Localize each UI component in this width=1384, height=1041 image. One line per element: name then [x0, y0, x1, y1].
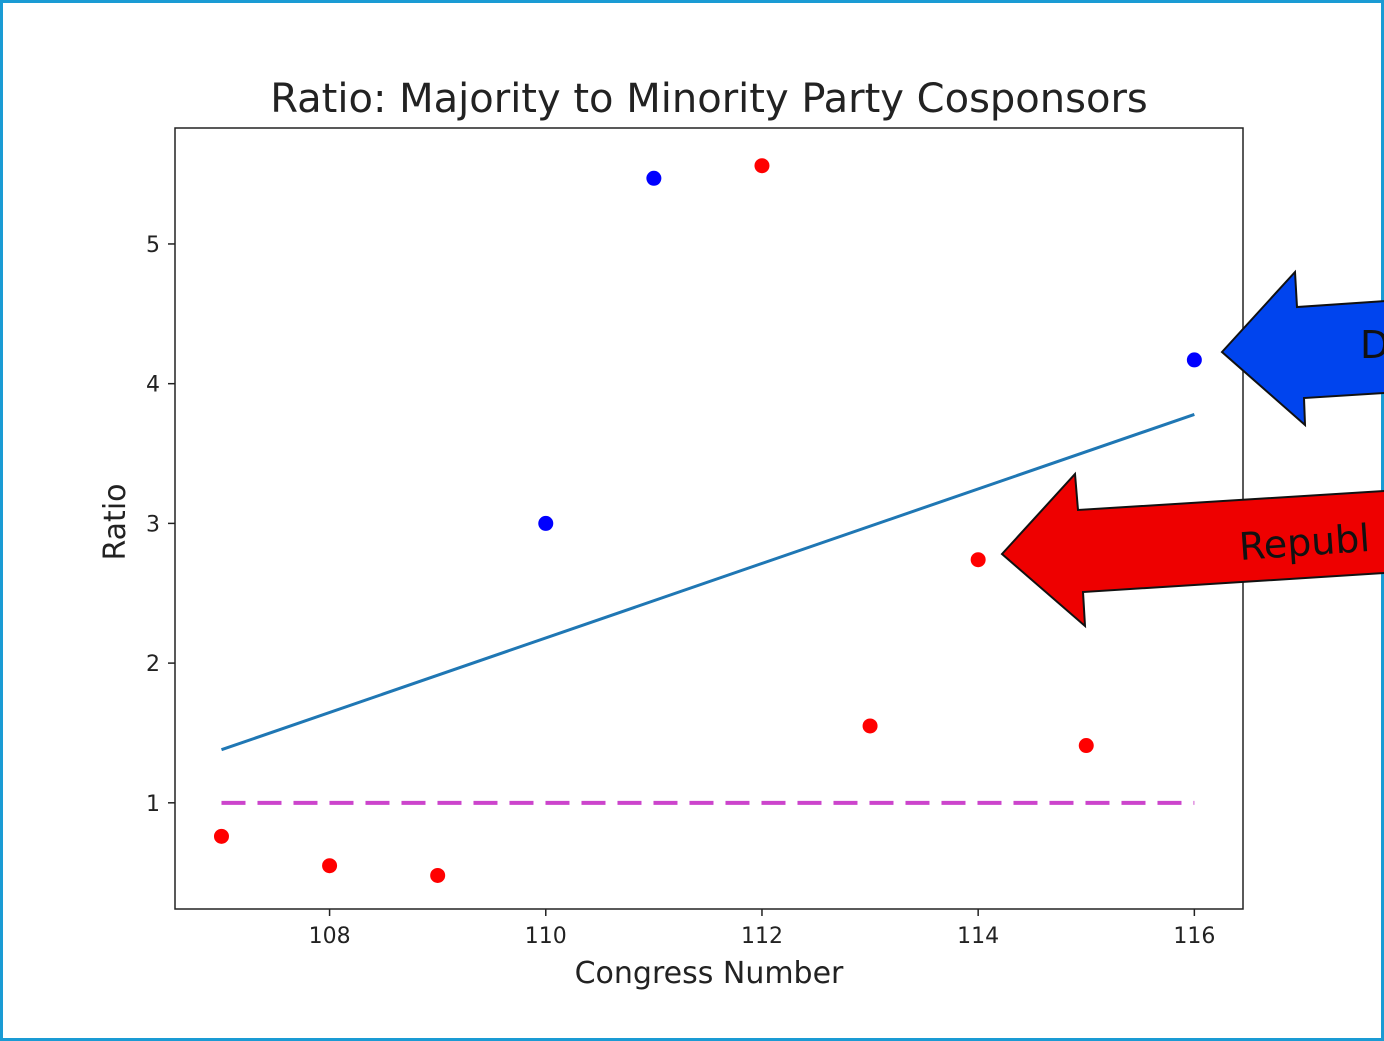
y-tick-label-3: 3 — [146, 512, 160, 537]
x-tick-label-110: 110 — [525, 924, 567, 949]
trend-line — [220, 412, 1195, 752]
x-axis-ticks: 108 110 112 114 116 — [309, 909, 1215, 949]
chart-title: Ratio: Majority to Minority Party Cospon… — [270, 76, 1147, 122]
y-axis-ticks: 1 2 3 4 5 — [146, 233, 175, 817]
data-point-113 — [862, 718, 878, 734]
data-point-107 — [213, 828, 229, 844]
x-tick-label-108: 108 — [309, 924, 351, 949]
data-point-116 — [1186, 352, 1202, 368]
points-group — [213, 158, 1202, 883]
republican-arrow: Republ — [1000, 471, 1384, 629]
data-point-115 — [1078, 738, 1094, 754]
trend-line-group — [220, 412, 1195, 752]
y-tick-label-5: 5 — [146, 233, 160, 258]
data-point-110 — [538, 515, 554, 531]
x-tick-label-114: 114 — [957, 924, 999, 949]
y-tick-label-1: 1 — [146, 792, 160, 817]
x-tick-label-116: 116 — [1173, 924, 1215, 949]
y-tick-label-2: 2 — [146, 652, 160, 677]
y-axis-label: Ratio — [98, 483, 133, 560]
x-tick-label-112: 112 — [741, 924, 783, 949]
republican-arrow-label: Republ — [1238, 516, 1372, 569]
data-point-112 — [754, 158, 770, 174]
blue-arrow-shape — [1220, 269, 1384, 428]
y-tick-label-4: 4 — [146, 373, 160, 398]
democrat-arrow: D — [1220, 269, 1384, 428]
x-axis-label: Congress Number — [575, 956, 844, 991]
red-arrow-shape — [1000, 471, 1384, 629]
data-point-114 — [970, 552, 986, 568]
data-point-111 — [646, 170, 662, 186]
data-point-109 — [430, 867, 446, 883]
democrat-arrow-label: D — [1360, 323, 1384, 367]
data-point-108 — [322, 858, 338, 874]
